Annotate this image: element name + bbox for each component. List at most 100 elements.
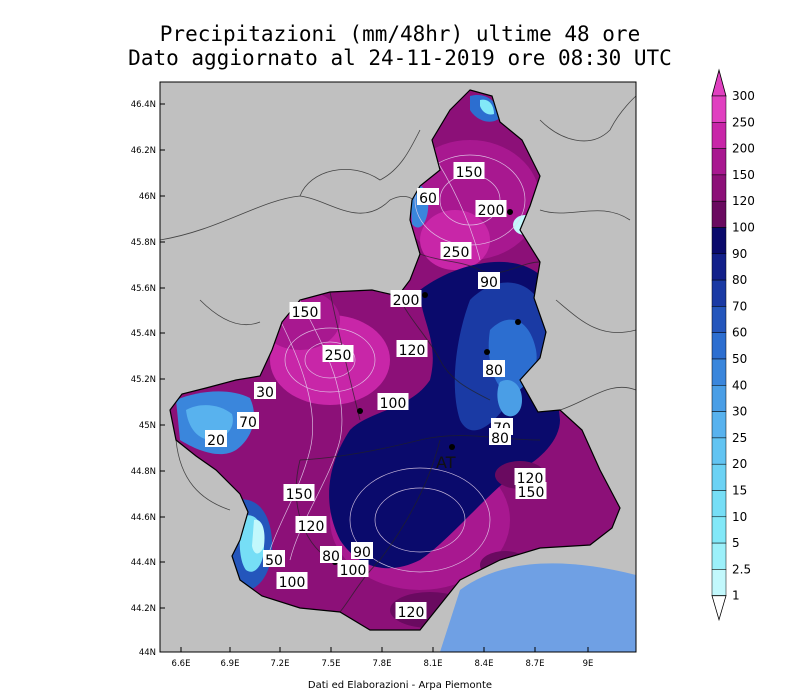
lat-tick-label: 44.4N bbox=[131, 558, 156, 568]
svg-text:120: 120 bbox=[517, 471, 544, 487]
legend-label: 20 bbox=[732, 457, 747, 471]
svg-text:90: 90 bbox=[480, 275, 498, 291]
legend-swatch bbox=[711, 122, 727, 149]
contour-value-label: 150 bbox=[515, 482, 547, 501]
contour-value-label: 50 bbox=[263, 550, 285, 569]
legend-swatch bbox=[711, 358, 727, 386]
legend-label: 40 bbox=[732, 378, 747, 392]
map-title-line2: Dato aggiornato al 24-11-2019 ore 08:30 … bbox=[128, 46, 672, 70]
svg-text:100: 100 bbox=[279, 575, 306, 591]
lat-tick-label: 45.2N bbox=[131, 375, 156, 385]
color-legend: 3002502001501201009080706050403025201510… bbox=[711, 68, 755, 622]
city-marker bbox=[422, 292, 428, 298]
lat-tick-label: 45.8N bbox=[131, 238, 156, 248]
lat-tick-label: 45.4N bbox=[131, 329, 156, 339]
contour-value-label: 120 bbox=[514, 468, 546, 487]
lon-tick-label: 7.5E bbox=[322, 659, 341, 669]
longitude-axis: 6.6E 6.9E 7.2E 7.5E 7.8E 8.1E 8.4E 8.7E … bbox=[172, 659, 594, 669]
lat-tick-label: 46.2N bbox=[131, 146, 156, 156]
lon-tick-label: 6.6E bbox=[172, 659, 191, 669]
contour-value-label: 100 bbox=[276, 572, 308, 591]
contour-value-label: 30 bbox=[254, 382, 276, 401]
contour-value-label: 150 bbox=[289, 302, 321, 321]
lon-tick-label: 8.1E bbox=[424, 659, 443, 669]
legend-swatch bbox=[711, 253, 727, 281]
city-marker bbox=[484, 349, 490, 355]
legend-swatch bbox=[711, 463, 727, 491]
legend-swatch bbox=[711, 569, 727, 596]
legend-label: 10 bbox=[732, 510, 747, 524]
lat-tick-label: 46.4N bbox=[131, 100, 156, 110]
lon-tick-label: 8.4E bbox=[475, 659, 494, 669]
contour-value-label: 150 bbox=[453, 162, 485, 181]
svg-text:30: 30 bbox=[256, 385, 274, 401]
legend-swatch bbox=[711, 385, 727, 412]
contour-value-label: 250 bbox=[440, 242, 472, 261]
lat-tick-label: 45N bbox=[139, 421, 156, 431]
legend-swatch bbox=[711, 279, 727, 307]
lon-tick-label: 6.9E bbox=[221, 659, 240, 669]
lat-tick-label: 44N bbox=[139, 648, 156, 658]
ligurian-sea bbox=[440, 563, 636, 652]
svg-text:70: 70 bbox=[239, 415, 257, 431]
contour-value-label: 100 bbox=[377, 393, 409, 412]
legend-label: 5 bbox=[732, 536, 740, 550]
legend-label: 2.5 bbox=[732, 562, 751, 576]
legend-swatch bbox=[711, 174, 727, 202]
map-frame bbox=[159, 81, 637, 653]
lon-tick-label: 7.2E bbox=[271, 659, 290, 669]
city-marker bbox=[449, 444, 455, 450]
svg-text:80: 80 bbox=[322, 549, 340, 565]
lat-tick-label: 44.2N bbox=[131, 604, 156, 614]
svg-text:90: 90 bbox=[353, 545, 371, 561]
lat-tick-label: 46N bbox=[139, 192, 156, 202]
legend-label: 200 bbox=[732, 142, 755, 156]
svg-text:250: 250 bbox=[325, 348, 352, 364]
lon-tick-label: 7.8E bbox=[373, 659, 392, 669]
neighbouring-borders bbox=[160, 95, 636, 511]
lat-tick-label: 44.8N bbox=[131, 467, 156, 477]
legend-swatch bbox=[711, 437, 727, 465]
legend-label: 300 bbox=[732, 89, 755, 103]
legend-swatch bbox=[711, 227, 727, 255]
svg-text:50: 50 bbox=[265, 553, 283, 569]
contour-value-label: 60 bbox=[417, 188, 439, 207]
contour-labels: 1506020025090200150250120803070201007080… bbox=[205, 162, 547, 621]
contour-value-label: 250 bbox=[322, 345, 354, 364]
contour-value-label: 70 bbox=[237, 412, 259, 431]
legend-label: 50 bbox=[732, 352, 747, 366]
contour-value-label: 80 bbox=[489, 428, 511, 447]
legend-label: 1 bbox=[732, 589, 740, 603]
contour-value-label: 80 bbox=[320, 546, 342, 565]
contour-value-label: 90 bbox=[351, 542, 373, 561]
legend-swatch bbox=[711, 332, 727, 360]
legend-swatch bbox=[711, 411, 727, 439]
svg-text:20: 20 bbox=[207, 433, 225, 449]
city-marker bbox=[515, 319, 521, 325]
svg-text:200: 200 bbox=[478, 203, 505, 219]
svg-text:150: 150 bbox=[286, 487, 313, 503]
lat-tick-label: 44.6N bbox=[131, 513, 156, 523]
legend-swatch bbox=[711, 542, 727, 570]
legend-label: 80 bbox=[732, 273, 747, 287]
contour-value-label: 120 bbox=[395, 602, 427, 621]
legend-label: 90 bbox=[732, 247, 747, 261]
svg-text:80: 80 bbox=[485, 363, 503, 379]
precipitation-isolines bbox=[269, 149, 526, 573]
map-title-line1: Precipitazioni (mm/48hr) ultime 48 ore bbox=[159, 22, 641, 46]
contour-value-label: 200 bbox=[390, 290, 422, 309]
svg-text:120: 120 bbox=[398, 605, 425, 621]
contour-value-label: 150 bbox=[283, 484, 315, 503]
city-marker bbox=[507, 209, 513, 215]
legend-label: 60 bbox=[732, 326, 747, 340]
legend-label: 15 bbox=[732, 484, 747, 498]
legend-label: 25 bbox=[732, 431, 747, 445]
legend-swatch bbox=[711, 490, 727, 518]
legend-label: 150 bbox=[732, 168, 755, 182]
legend-label: 100 bbox=[732, 221, 755, 235]
svg-text:120: 120 bbox=[399, 343, 426, 359]
contour-value-label: 90 bbox=[478, 272, 500, 291]
city-label-asti: AT bbox=[436, 453, 456, 472]
svg-text:250: 250 bbox=[443, 245, 470, 261]
